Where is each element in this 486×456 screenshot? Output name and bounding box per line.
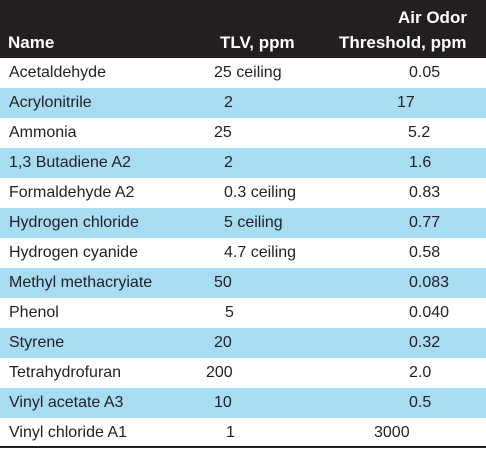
- cell-odor-threshold: 0.5: [409, 394, 432, 411]
- cell-name: Hydrogen cyanide: [9, 244, 138, 261]
- table-row: Vinyl acetate A3 10 0.5: [0, 388, 486, 418]
- cell-tlv: 20: [214, 334, 232, 351]
- cell-name: Styrene: [9, 334, 65, 351]
- cell-name: Ammonia: [9, 124, 77, 141]
- header-odor-line2: Threshold, ppm: [339, 33, 467, 52]
- cell-tlv: 25: [214, 124, 232, 141]
- cell-odor-threshold: 17: [397, 94, 415, 111]
- cell-name: Acetaldehyde: [9, 64, 106, 81]
- cell-tlv: 1: [226, 424, 235, 441]
- cell-odor-threshold: 2.0: [409, 364, 432, 381]
- cell-odor-threshold: 0.040: [409, 304, 450, 321]
- cell-name: Hydrogen chloride: [9, 214, 139, 231]
- cell-name: Methyl methacryiate: [9, 274, 153, 291]
- table-row: Styrene 20 0.32: [0, 328, 486, 358]
- cell-tlv: 5 ceiling: [224, 214, 283, 231]
- cell-tlv: 2: [224, 154, 233, 171]
- cell-name: Vinyl acetate A3: [9, 394, 124, 411]
- cell-tlv: 5: [225, 304, 234, 321]
- cell-odor-threshold: 0.05: [409, 64, 441, 81]
- cell-tlv: 50: [214, 274, 232, 291]
- table-row: Acrylonitrile 2 17: [0, 88, 486, 118]
- cell-tlv: 25 ceiling: [214, 64, 282, 81]
- table-body: Acetaldehyde 25 ceiling 0.05 Acrylonitrile 2…: [0, 58, 486, 448]
- table-row: Hydrogen cyanide 4.7 ceiling 0.58: [0, 238, 486, 268]
- header-odor-line1: Air Odor: [398, 8, 467, 27]
- cell-odor-threshold: 0.58: [409, 244, 441, 261]
- table-row: Tetrahydrofuran 200 2.0: [0, 358, 486, 388]
- cell-odor-threshold: 0.83: [409, 184, 441, 201]
- table-row: Formaldehyde A2 0.3 ceiling 0.83: [0, 178, 486, 208]
- cell-odor-threshold: 0.083: [409, 274, 450, 291]
- cell-odor-threshold: 5.2: [408, 124, 431, 141]
- table-row: Methyl methacryiate 50 0.083: [0, 268, 486, 298]
- cell-tlv: 10: [214, 394, 232, 411]
- cell-name: 1,3 Butadiene A2: [9, 154, 131, 171]
- cell-tlv: 2: [224, 94, 233, 111]
- cell-tlv: 0.3 ceiling: [224, 184, 297, 201]
- table-row: Vinyl chloride A1 1 3000: [0, 418, 486, 448]
- cell-odor-threshold: 3000: [374, 424, 410, 441]
- table-row: Phenol 5 0.040: [0, 298, 486, 328]
- cell-name: Vinyl chloride A1: [9, 424, 127, 441]
- cell-name: Acrylonitrile: [9, 94, 92, 111]
- cell-name: Formaldehyde A2: [9, 184, 135, 201]
- table-row: Hydrogen chloride 5 ceiling 0.77: [0, 208, 486, 238]
- cell-name: Phenol: [9, 304, 59, 321]
- header-name: Name: [8, 33, 55, 52]
- cell-odor-threshold: 0.32: [409, 334, 441, 351]
- table-row: 1,3 Butadiene A2 2 1.6: [0, 148, 486, 178]
- cell-tlv: 4.7 ceiling: [224, 244, 297, 261]
- table-row: Acetaldehyde 25 ceiling 0.05: [0, 58, 486, 88]
- header-tlv: TLV, ppm: [220, 33, 295, 52]
- cell-odor-threshold: 1.6: [409, 154, 432, 171]
- table-row: Ammonia 25 5.2: [0, 118, 486, 148]
- cell-odor-threshold: 0.77: [409, 214, 441, 231]
- cell-tlv: 200: [206, 364, 233, 381]
- cell-name: Tetrahydrofuran: [9, 364, 122, 381]
- table-header: Name TLV, ppm Air Odor Threshold, ppm: [0, 0, 486, 58]
